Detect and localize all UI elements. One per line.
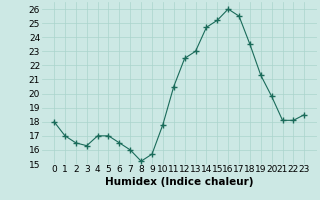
X-axis label: Humidex (Indice chaleur): Humidex (Indice chaleur) — [105, 177, 253, 187]
